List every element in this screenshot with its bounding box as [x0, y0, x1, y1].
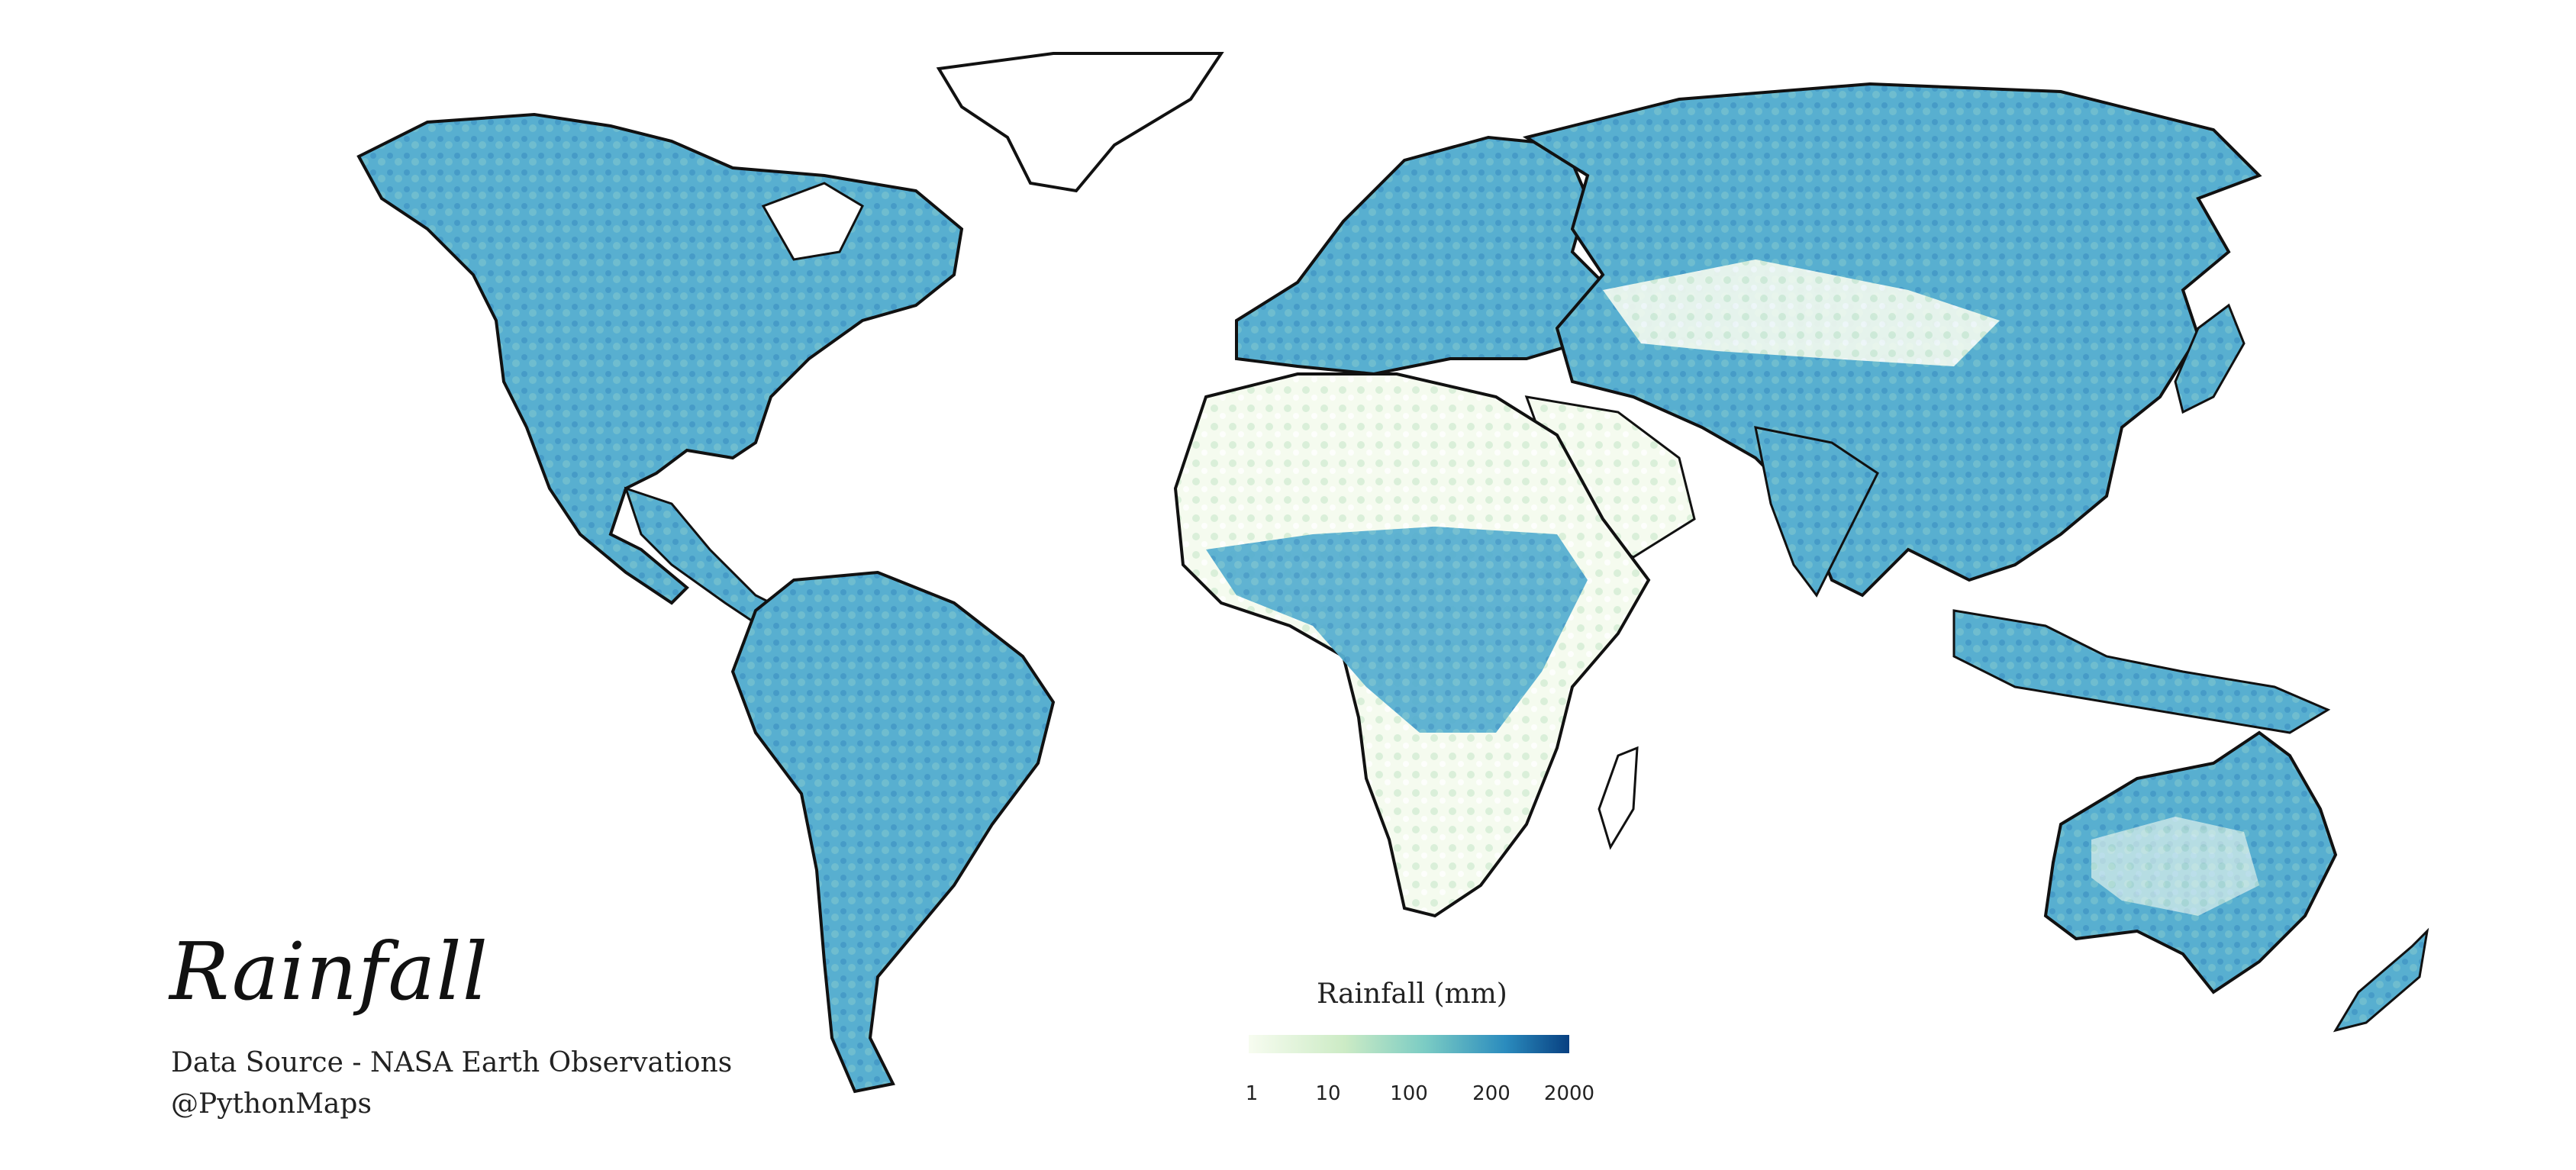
legend-tick: 200 [1472, 1082, 1510, 1105]
europe [1235, 135, 1620, 376]
legend-tick: 100 [1390, 1082, 1428, 1105]
hudson-bay [761, 182, 864, 261]
author-handle: @PythonMaps [171, 1088, 372, 1120]
legend-tick: 1 [1245, 1082, 1259, 1105]
south-america [730, 570, 1056, 1094]
africa-wet-belt [1206, 527, 1588, 733]
new-zealand [2333, 927, 2429, 1033]
legend-title: Rainfall (mm) [1317, 978, 1507, 1010]
india [1754, 426, 1879, 598]
madagascar [1598, 746, 1639, 850]
legend-tick: 2000 [1543, 1082, 1595, 1105]
data-source-caption: Data Source - NASA Earth Observations [171, 1047, 733, 1078]
map-title: Rainfall [169, 925, 488, 1018]
legend-tick: 10 [1315, 1082, 1341, 1105]
legend-color-bar [1249, 1035, 1569, 1053]
greenland [936, 52, 1224, 193]
japan [2174, 303, 2246, 414]
indonesia [1952, 609, 2331, 734]
australia-dry [2091, 817, 2259, 916]
central-asia-dry [1603, 259, 2000, 366]
